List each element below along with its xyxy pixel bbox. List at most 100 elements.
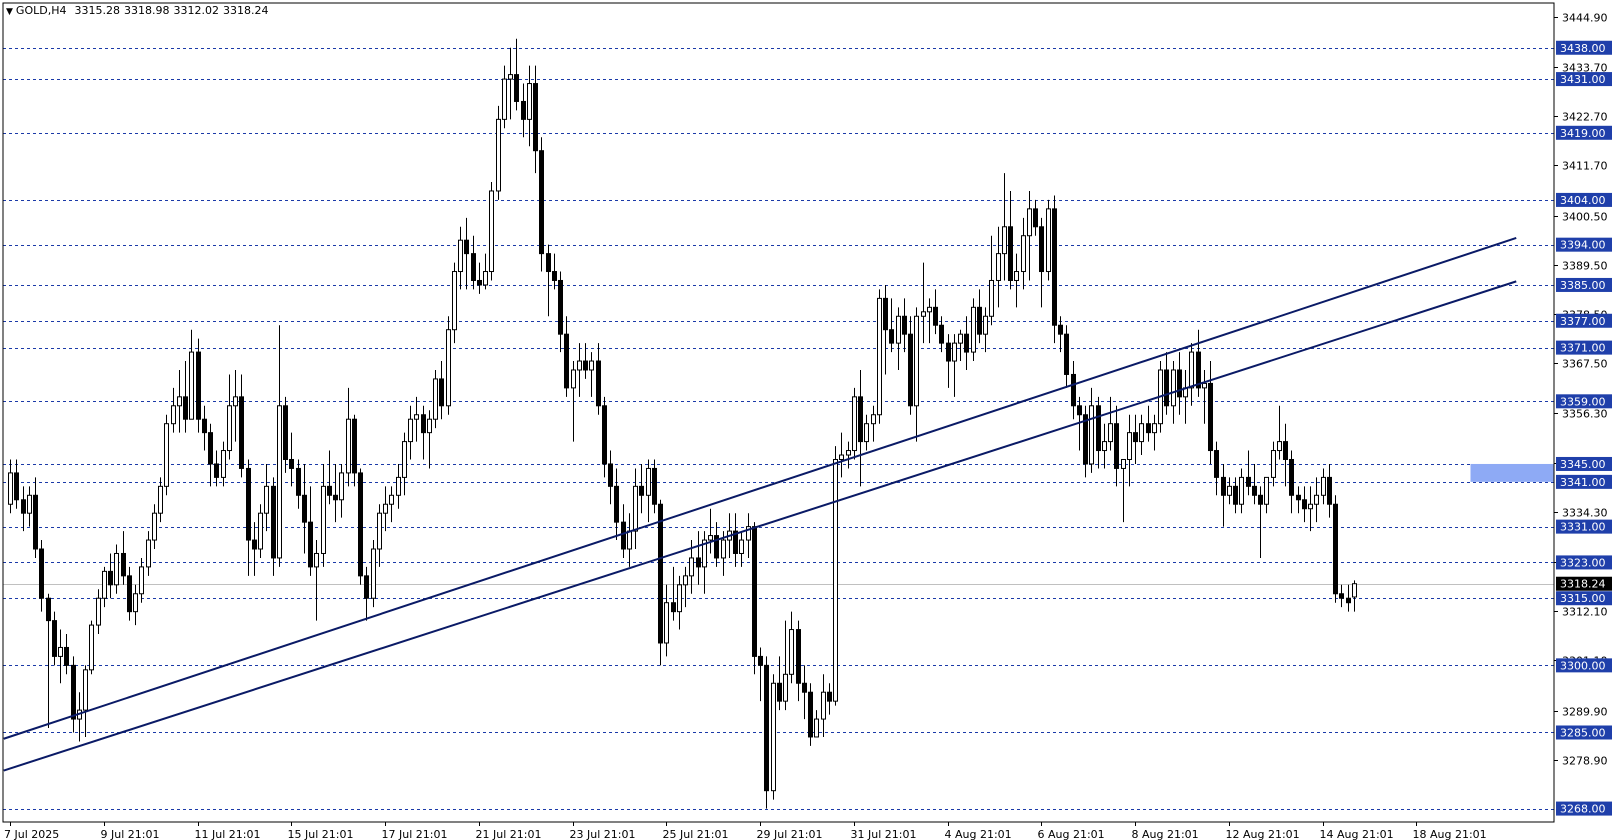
high-value: 3318.98 xyxy=(123,4,170,17)
bull-candle-body xyxy=(133,593,138,613)
level-price-box xyxy=(1556,237,1612,252)
candle xyxy=(746,513,751,558)
bear-candle-body xyxy=(521,100,526,120)
candle xyxy=(827,683,832,715)
candle xyxy=(1264,476,1269,514)
candle xyxy=(571,361,576,442)
bull-candle-body xyxy=(702,539,707,568)
candle xyxy=(346,387,351,487)
candle xyxy=(1033,199,1038,236)
bear-candle-body xyxy=(1221,476,1226,496)
candle xyxy=(1052,195,1057,344)
candle xyxy=(177,369,182,433)
candle xyxy=(964,316,969,370)
candle xyxy=(1296,486,1301,514)
candle xyxy=(921,262,926,344)
bull-candle-body xyxy=(158,485,163,514)
collapse-triangle-icon[interactable]: ▼ xyxy=(6,7,13,17)
bear-candle-body xyxy=(252,539,257,550)
candle xyxy=(1289,450,1294,514)
candle xyxy=(377,504,382,567)
candle xyxy=(1127,414,1132,487)
bear-candle-body xyxy=(108,570,113,586)
date-tick-label: 7 Jul 2025 xyxy=(4,828,59,840)
level-price-label: 3315.00 xyxy=(1560,592,1606,605)
candle xyxy=(152,504,157,549)
bull-candle-body xyxy=(1027,208,1032,237)
candle xyxy=(1139,414,1144,456)
date-tick-label: 15 Jul 21:01 xyxy=(288,828,354,840)
candle xyxy=(652,459,657,514)
candle xyxy=(364,566,369,621)
plot-frame xyxy=(2,2,1555,823)
bull-candle-body xyxy=(1271,450,1276,478)
bull-candle-body xyxy=(914,315,919,407)
bear-candle-body xyxy=(308,521,313,568)
level-price-label: 3385.00 xyxy=(1560,279,1606,292)
level-price-box xyxy=(1556,519,1612,534)
bear-candle-body xyxy=(714,535,719,559)
candle xyxy=(371,540,376,608)
bear-candle-body xyxy=(1283,441,1288,460)
bull-candle-body xyxy=(221,450,226,478)
bull-candle-body xyxy=(502,78,507,120)
candle xyxy=(983,307,988,353)
bull-candle-body xyxy=(383,503,388,514)
bull-candle-body xyxy=(396,476,401,496)
bull-candle-body xyxy=(996,253,1001,281)
candle xyxy=(621,504,626,558)
bull-candle-body xyxy=(577,360,582,371)
bull-candle-body xyxy=(927,306,932,313)
bull-candle-body xyxy=(646,467,651,496)
chart-header: ▼ GOLD,H4 3315.28 3318.98 3312.02 3318.24 xyxy=(6,4,272,17)
bull-candle-body xyxy=(233,396,238,407)
bull-candle-body xyxy=(721,539,726,559)
bull-candle-body xyxy=(483,271,488,286)
candle xyxy=(252,522,257,576)
bear-candle-body xyxy=(596,360,601,407)
candle xyxy=(671,566,676,621)
bear-candle-body xyxy=(471,253,476,281)
level-price-label: 3438.00 xyxy=(1560,42,1606,55)
bull-candle-body xyxy=(633,485,638,532)
candle xyxy=(789,611,794,684)
candle xyxy=(333,463,338,523)
bear-candle-body xyxy=(583,360,588,371)
low-value: 3312.02 xyxy=(173,4,219,17)
candle xyxy=(96,589,101,635)
bear-candle-body xyxy=(602,405,607,465)
date-tick-label: 25 Jul 21:01 xyxy=(663,828,729,840)
candle xyxy=(1308,486,1313,532)
candle xyxy=(614,468,619,541)
bull-candle-body xyxy=(146,539,151,568)
bear-candle-body xyxy=(333,494,338,501)
bull-candle-body xyxy=(1227,485,1232,496)
candle xyxy=(89,620,94,675)
candle xyxy=(146,531,151,576)
bear-candle-body xyxy=(796,629,801,684)
candle xyxy=(508,47,513,120)
candle xyxy=(577,343,582,397)
bull-candle-body xyxy=(1264,476,1269,505)
candle xyxy=(1071,361,1076,420)
bear-candle-body xyxy=(439,378,444,407)
bear-candle-body xyxy=(514,74,519,102)
bear-candle-body xyxy=(1008,226,1013,281)
candle xyxy=(64,634,69,675)
candle xyxy=(1196,329,1201,397)
bear-candle-body xyxy=(552,271,557,281)
candle xyxy=(939,316,944,353)
candle xyxy=(752,522,757,675)
candle xyxy=(858,369,863,487)
bear-candle-body xyxy=(1196,351,1201,389)
candle xyxy=(971,298,976,362)
bear-candle-body xyxy=(977,306,982,335)
candle xyxy=(814,710,819,738)
candle xyxy=(383,486,388,532)
bull-candle-body xyxy=(821,691,826,720)
bull-candle-body xyxy=(846,450,851,456)
bear-candle-body xyxy=(902,315,907,335)
candle xyxy=(696,531,701,585)
bull-candle-body xyxy=(783,673,788,702)
